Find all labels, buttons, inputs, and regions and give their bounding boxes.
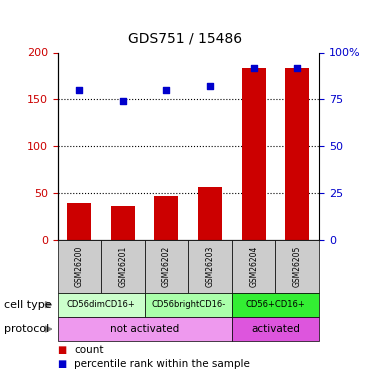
Bar	[67, 202, 91, 240]
Bar	[188, 240, 232, 292]
Text: GSM26204: GSM26204	[249, 246, 258, 287]
Point	[251, 64, 257, 70]
Bar	[154, 196, 178, 240]
Bar	[232, 292, 319, 317]
Text: GDS751 / 15486: GDS751 / 15486	[128, 31, 243, 45]
Text: GSM26200: GSM26200	[75, 246, 84, 287]
Text: ■: ■	[58, 359, 67, 369]
Bar	[111, 206, 135, 240]
Text: CD56brightCD16-: CD56brightCD16-	[151, 300, 226, 309]
Bar	[275, 240, 319, 292]
Bar	[198, 187, 222, 240]
Bar	[145, 292, 232, 317]
Text: GSM26205: GSM26205	[293, 246, 302, 287]
Bar	[58, 317, 232, 341]
Bar	[58, 292, 145, 317]
Text: not activated: not activated	[110, 324, 179, 334]
Point	[164, 87, 170, 93]
Text: CD56+CD16+: CD56+CD16+	[246, 300, 305, 309]
Bar	[242, 68, 266, 240]
Text: GSM26201: GSM26201	[118, 246, 127, 287]
Bar	[232, 317, 319, 341]
Point	[294, 64, 300, 70]
Text: count: count	[74, 345, 104, 355]
Point	[207, 83, 213, 89]
Bar	[101, 240, 145, 292]
Text: percentile rank within the sample: percentile rank within the sample	[74, 359, 250, 369]
Text: cell type: cell type	[4, 300, 51, 310]
Bar	[58, 240, 101, 292]
Text: GSM26202: GSM26202	[162, 246, 171, 287]
Bar	[285, 68, 309, 240]
Text: protocol: protocol	[4, 324, 49, 334]
Text: GSM26203: GSM26203	[206, 246, 214, 287]
Text: activated: activated	[251, 324, 300, 334]
Bar	[145, 240, 188, 292]
Point	[76, 87, 82, 93]
Bar	[232, 240, 276, 292]
Point	[120, 98, 126, 104]
Text: CD56dimCD16+: CD56dimCD16+	[67, 300, 135, 309]
Text: ■: ■	[58, 345, 67, 355]
